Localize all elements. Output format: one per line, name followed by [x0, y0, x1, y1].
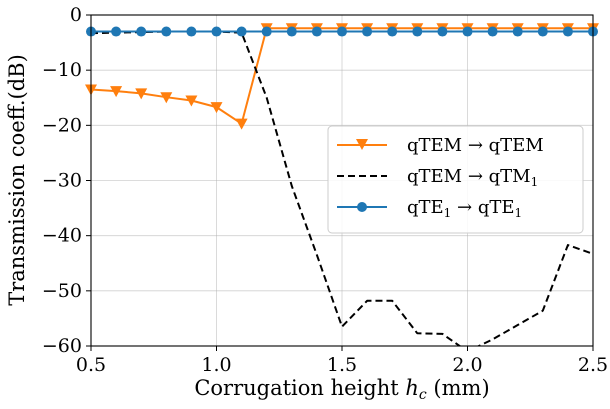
data-point-circle — [537, 26, 548, 37]
legend-label-qtem-qtem: qTEM → qTEM — [407, 135, 544, 156]
data-point-circle — [136, 26, 147, 37]
data-point-circle — [437, 26, 448, 37]
legend-label-sub-1: 1 — [531, 175, 539, 189]
legend-marker-circle — [357, 202, 367, 212]
x-axis-label-var: h — [405, 376, 419, 400]
axis-ticks: 0.5 1.0 1.5 2.0 2.5 0 −10 −20 −30 −40 −50 −60 — [42, 4, 608, 376]
x-axis-label-unit: (mm) — [427, 376, 490, 400]
data-point-circle — [111, 26, 122, 37]
data-point-circle — [462, 26, 473, 37]
data-point-circle — [236, 26, 247, 37]
y-tick-label: −50 — [42, 280, 82, 302]
data-point-circle — [562, 26, 573, 37]
legend-label-arrow: → qTE — [451, 197, 514, 218]
legend-label-qtem-qtm1: qTEM → qTM1 — [407, 166, 538, 189]
data-point-triangle — [185, 95, 198, 107]
data-point-triangle — [160, 92, 173, 104]
x-tick-label: 2.5 — [578, 354, 608, 376]
data-point-circle — [487, 26, 498, 37]
y-tick-label: −60 — [42, 335, 82, 357]
legend-label-sub-3: 1 — [515, 206, 523, 220]
y-axis-label: Transmission coeff.(dB) — [5, 54, 29, 306]
x-axis-label-sub: c — [419, 387, 427, 403]
marker-group — [85, 23, 599, 130]
data-point-circle — [286, 26, 297, 37]
y-tick-label: 0 — [70, 4, 82, 26]
x-tick-label: 0.5 — [76, 354, 106, 376]
data-point-circle — [412, 26, 423, 37]
y-tick-label: −30 — [42, 170, 82, 192]
data-point-triangle — [110, 86, 123, 98]
legend-marker-triangle — [356, 139, 368, 150]
data-point-circle — [512, 26, 523, 37]
data-point-circle — [161, 26, 172, 37]
data-point-circle — [387, 26, 398, 37]
data-point-circle — [337, 26, 347, 37]
x-axis-label-main: Corrugation height — [194, 376, 405, 400]
data-point-circle — [186, 26, 197, 37]
data-point-circle — [261, 26, 272, 37]
x-tick-label: 2.0 — [452, 354, 482, 376]
data-point-circle — [311, 26, 322, 37]
data-point-circle — [211, 26, 222, 37]
x-tick-label: 1.0 — [201, 354, 231, 376]
data-point-circle — [362, 26, 373, 37]
data-point-triangle — [210, 102, 223, 114]
y-tick-label: −20 — [42, 114, 82, 136]
data-point-triangle — [235, 118, 248, 130]
legend-box — [327, 125, 584, 234]
legend: qTEM → qTEM qTEM → qTM1 qTE1 → qTE1 — [327, 125, 584, 234]
y-tick-label: −10 — [42, 59, 82, 81]
legend-label-qte1-qte1: qTE1 → qTE1 — [407, 197, 522, 220]
legend-label-sub-2: 1 — [444, 206, 452, 220]
y-tick-label: −40 — [42, 225, 82, 247]
x-axis-label: Corrugation height hc (mm) — [194, 376, 489, 403]
data-point-triangle — [135, 88, 148, 100]
x-tick-label: 1.5 — [327, 354, 357, 376]
